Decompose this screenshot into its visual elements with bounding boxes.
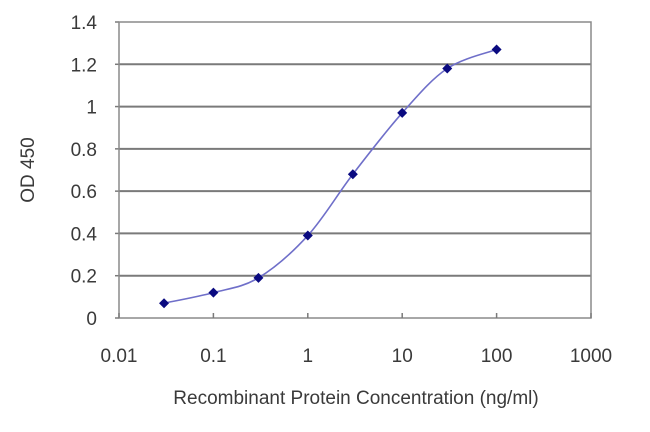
x-tick-label: 0.01 xyxy=(101,346,138,367)
y-tick-label: 0.6 xyxy=(71,182,97,203)
plot-area xyxy=(118,21,592,319)
y-tick-label: 1.4 xyxy=(71,13,98,34)
x-tick-label: 1 xyxy=(303,346,314,367)
x-axis-tick-labels: 0.01 0.1 1 10 100 1000 xyxy=(101,346,613,367)
data-point-diamond-icon xyxy=(442,63,453,74)
y-tick-label: 1 xyxy=(86,98,97,119)
y-tick-label: 0.4 xyxy=(71,224,98,245)
data-point-diamond-icon xyxy=(302,230,313,241)
y-tick-label: 0 xyxy=(86,309,97,330)
data-series-line xyxy=(163,48,497,304)
y-axis-title: OD 450 xyxy=(18,137,39,202)
x-tick-label: 1000 xyxy=(570,346,612,367)
gridlines xyxy=(115,21,591,319)
x-tick-label: 10 xyxy=(392,346,413,367)
x-axis-ticks xyxy=(118,313,592,318)
y-tick-label: 0.2 xyxy=(71,267,97,288)
x-tick-label: 0.1 xyxy=(200,346,226,367)
y-tick-label: 1.2 xyxy=(71,55,97,76)
data-point-diamond-icon xyxy=(347,169,358,180)
data-point-diamond-icon xyxy=(397,107,408,118)
data-point-diamond-icon xyxy=(208,287,219,298)
x-axis-title: Recombinant Protein Concentration (ng/ml… xyxy=(173,388,538,409)
y-axis-tick-labels: 0 0.2 0.4 0.6 0.8 1 1.2 1.4 xyxy=(71,13,98,330)
y-tick-label: 0.8 xyxy=(71,140,97,161)
x-tick-label: 100 xyxy=(481,346,513,367)
data-point-diamond-icon xyxy=(253,272,264,283)
data-point-diamond-icon xyxy=(491,44,502,55)
data-point-markers xyxy=(159,44,502,309)
data-point-diamond-icon xyxy=(159,298,170,309)
